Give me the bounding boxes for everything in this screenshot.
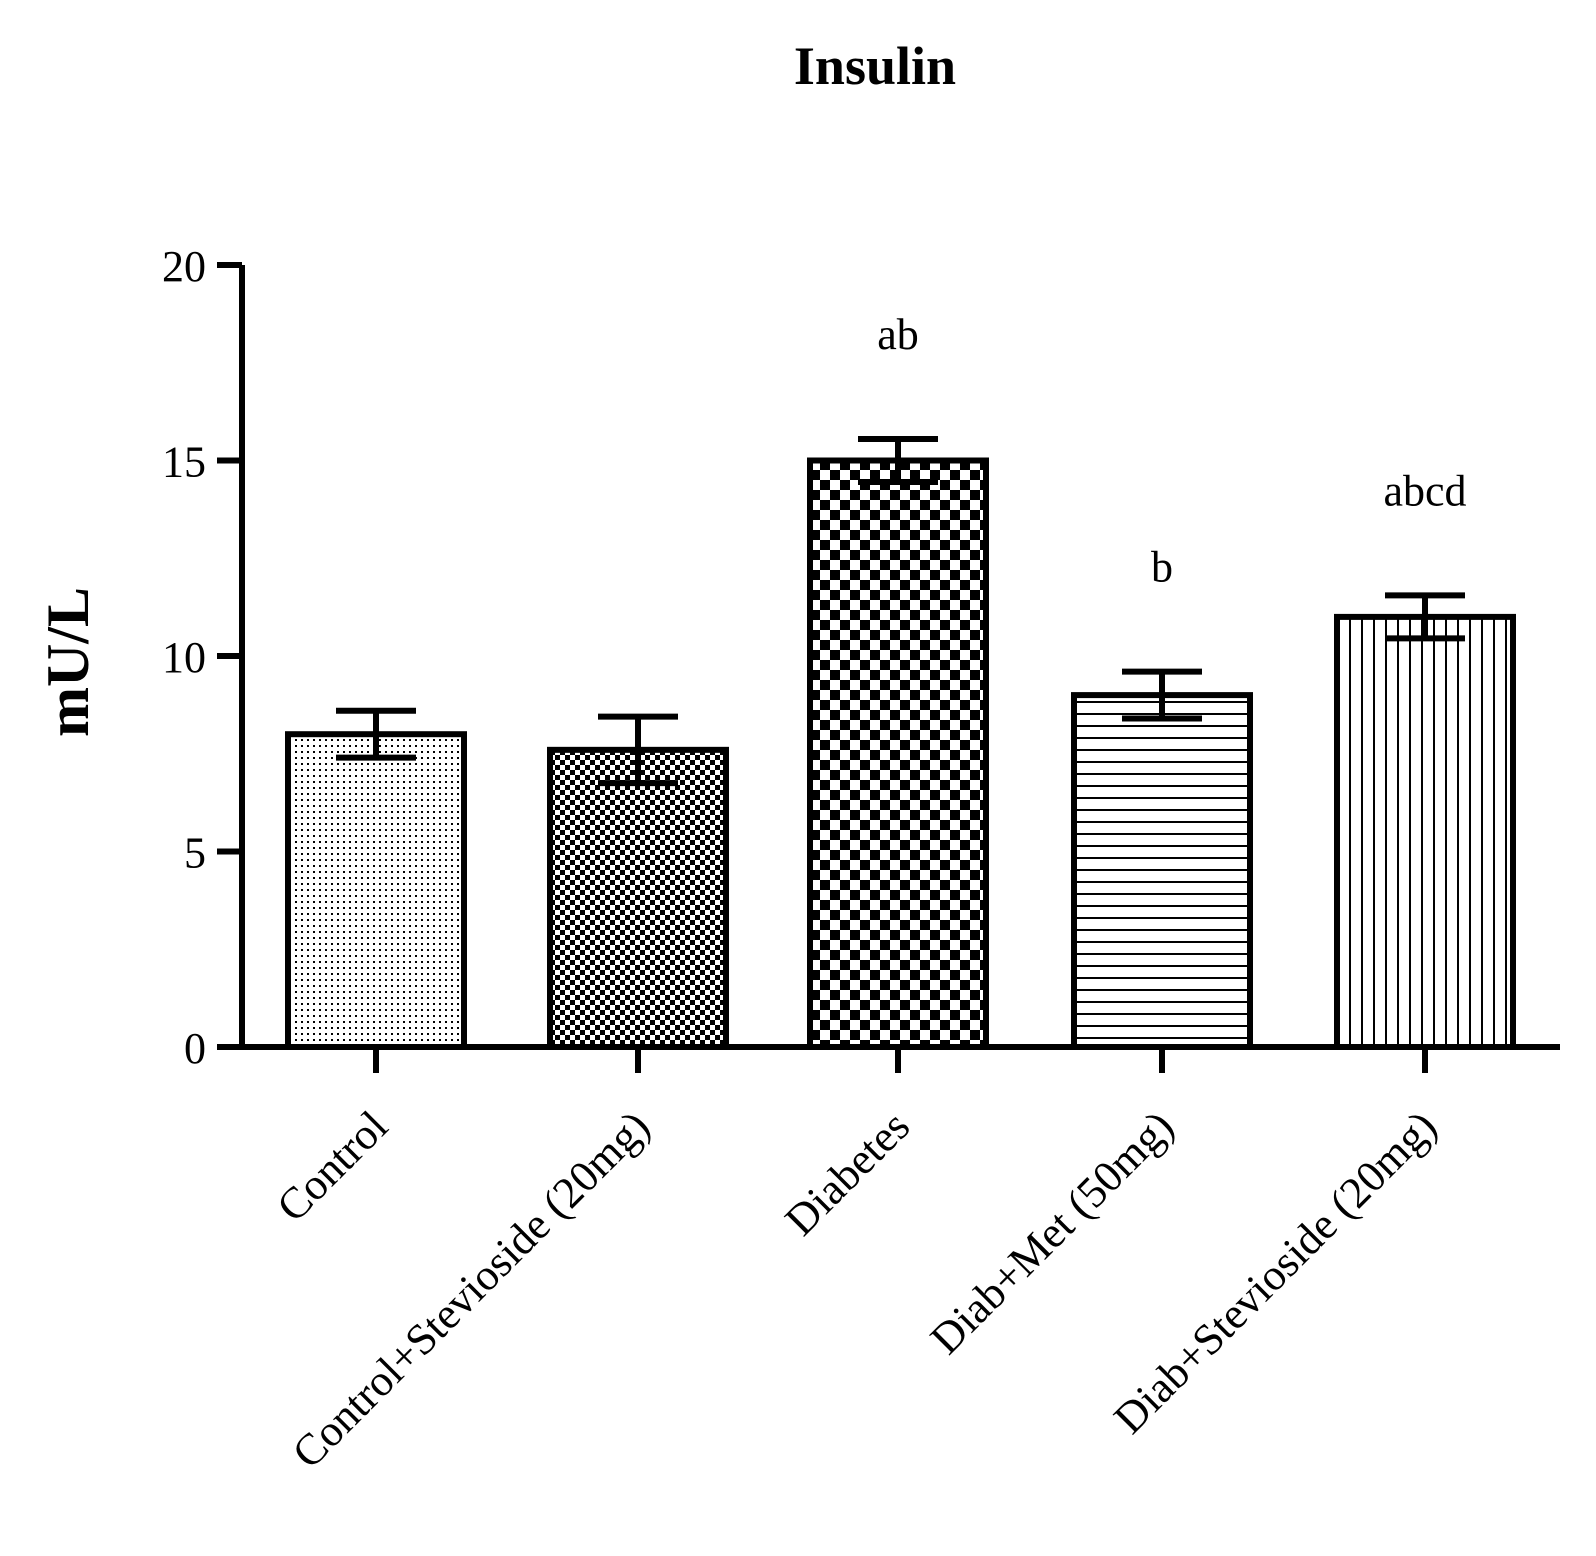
x-tick-label: Control <box>267 1101 397 1231</box>
y-tick-label: 15 <box>162 438 206 487</box>
error-bar-2 <box>858 435 938 486</box>
chart-title: Insulin <box>794 36 956 96</box>
bar-2 <box>807 457 989 1050</box>
y-tick-label: 0 <box>184 1024 206 1073</box>
significance-label-2: ab <box>877 310 919 359</box>
bar-0 <box>285 731 467 1050</box>
x-tick-label: Diabetes <box>776 1101 919 1244</box>
significance-label-3: b <box>1151 543 1173 592</box>
error-bar-1 <box>598 713 678 787</box>
error-bar-4 <box>1385 592 1465 642</box>
y-axis-label: mU/L <box>35 587 101 737</box>
y-tick-label: 20 <box>162 242 206 291</box>
bar-1 <box>547 746 729 1051</box>
bar-4 <box>1334 613 1516 1051</box>
significance-label-4: abcd <box>1383 466 1466 515</box>
error-bar-3 <box>1122 668 1202 722</box>
bar-3 <box>1071 692 1253 1050</box>
x-tick-label: Diab+Met (50mg) <box>921 1101 1183 1363</box>
error-bar-0 <box>336 707 416 761</box>
y-tick-label: 5 <box>184 829 206 878</box>
y-tick-label: 10 <box>162 633 206 682</box>
